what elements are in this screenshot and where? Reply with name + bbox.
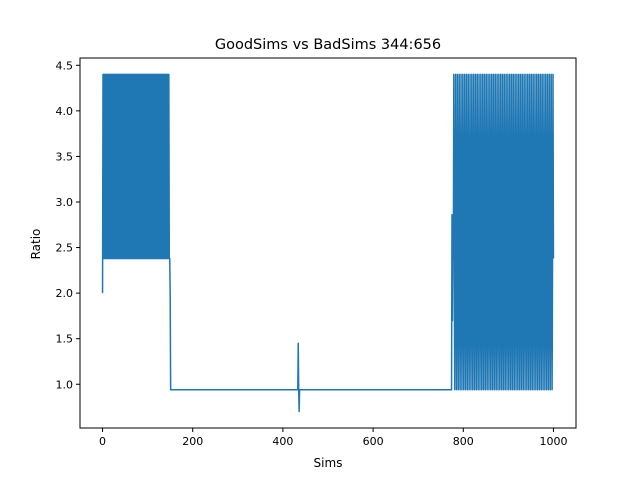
chart-title: GoodSims vs BadSims 344:656 [215, 37, 441, 53]
y-tick-label: 3.5 [56, 150, 74, 163]
y-tick-label: 1.0 [56, 378, 74, 391]
y-tick-label: 2.5 [56, 242, 74, 255]
axes-frame [79, 57, 577, 429]
x-tick-label: 200 [182, 435, 203, 448]
x-axis-ticks: 0 200 400 600 800 1000 [99, 428, 567, 448]
y-tick-label: 2.0 [56, 287, 74, 300]
x-tick-label: 0 [99, 435, 106, 448]
series-line [101, 73, 555, 413]
y-tick-label: 4.5 [56, 59, 74, 72]
y-axis-label: Ratio [29, 229, 43, 260]
x-tick-label: 800 [453, 435, 474, 448]
x-axis-label: Sims [314, 456, 343, 470]
x-tick-label: 1000 [539, 435, 567, 448]
x-tick-label: 600 [363, 435, 384, 448]
y-tick-label: 1.5 [56, 333, 74, 346]
y-axis-ticks: 1.0 1.5 2.0 2.5 3.0 3.5 4.0 4.5 [56, 59, 80, 391]
plot-area [101, 73, 555, 413]
y-tick-label: 3.0 [56, 196, 74, 209]
y-tick-label: 4.0 [56, 105, 74, 118]
x-tick-label: 400 [272, 435, 293, 448]
